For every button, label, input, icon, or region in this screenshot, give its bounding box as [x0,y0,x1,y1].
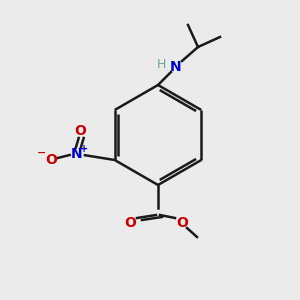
Text: +: + [80,144,88,154]
Text: −: − [37,148,46,158]
Text: N: N [71,147,82,161]
Text: O: O [124,216,136,230]
Text: O: O [176,216,188,230]
Text: O: O [45,153,57,167]
Text: O: O [74,124,85,138]
Text: N: N [170,60,182,74]
Text: H: H [156,58,166,70]
